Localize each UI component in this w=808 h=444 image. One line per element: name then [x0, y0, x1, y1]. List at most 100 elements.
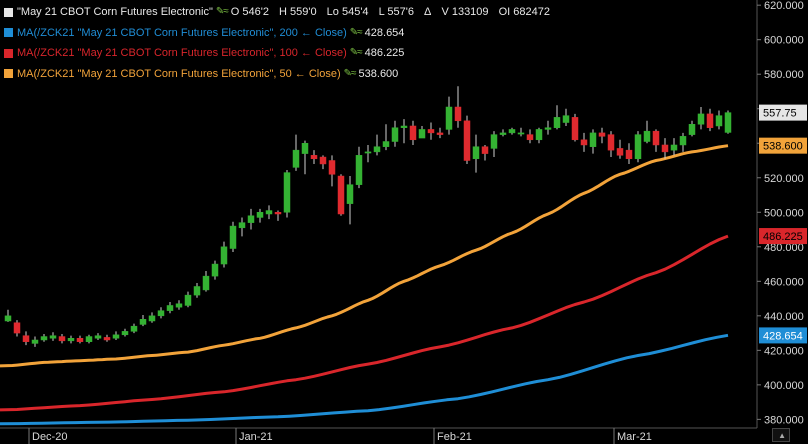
candle — [85, 334, 93, 344]
candle — [130, 323, 138, 334]
time-tick-label: Mar-21 — [617, 431, 652, 443]
candle-body — [670, 144, 678, 151]
candle-body — [85, 336, 93, 342]
candle-body — [427, 129, 435, 134]
legend-row-ma200[interactable]: MA(/ZCK21 "May 21 CBOT Corn Futures Elec… — [4, 23, 557, 44]
candle — [4, 309, 12, 322]
candle-body — [22, 335, 30, 342]
price-badge-background — [759, 104, 807, 121]
legend-volume: V 133109 — [441, 6, 489, 18]
legend-ma50-value: 538.600 — [358, 67, 399, 80]
price-badge: 486.225 — [759, 228, 807, 245]
time-axis[interactable]: Dec-20 Jan-21 Feb-21 Mar-21 — [28, 428, 652, 444]
candle-body — [508, 129, 516, 134]
candle — [634, 131, 642, 163]
candle-body — [400, 125, 408, 128]
candle-body — [301, 142, 309, 154]
candle — [589, 129, 597, 154]
triangle-up-icon[interactable]: ▲ — [778, 431, 786, 440]
candle — [40, 333, 48, 342]
candle — [625, 143, 633, 164]
candle — [715, 110, 723, 130]
candle-body — [184, 294, 192, 306]
ma-line-100 — [0, 234, 729, 412]
candle — [139, 314, 147, 327]
candle — [418, 125, 426, 139]
candle — [283, 169, 291, 218]
price-tick-label: 480.000 — [764, 242, 804, 254]
candle — [607, 131, 615, 158]
candle — [76, 335, 84, 344]
candle-body — [175, 303, 183, 308]
candle-body — [283, 172, 291, 213]
candle — [454, 86, 462, 128]
candle — [526, 129, 534, 144]
candle — [364, 144, 372, 163]
ma-line-50 — [0, 144, 729, 368]
candle — [58, 333, 66, 344]
candle-body — [661, 144, 669, 153]
candle-body — [256, 212, 264, 218]
candle — [274, 210, 282, 221]
pencil-icon[interactable]: ✎≈ — [349, 47, 363, 58]
candle — [391, 120, 399, 147]
candle — [31, 336, 39, 347]
candle — [49, 332, 57, 341]
candle-body — [148, 315, 156, 322]
candle — [346, 176, 354, 225]
pencil-icon[interactable]: ✎≈ — [215, 6, 229, 17]
candle-body — [373, 146, 381, 153]
candle — [400, 119, 408, 144]
candle — [202, 270, 210, 292]
candle-body — [76, 338, 84, 342]
chart-legend: "May 21 CBOT Corn Futures Electronic" ✎≈… — [4, 2, 557, 84]
legend-low: Lo 545'4 — [326, 6, 369, 18]
candle-body — [382, 141, 390, 147]
candlesticks — [4, 86, 732, 347]
candle-body — [625, 149, 633, 160]
candle — [562, 108, 570, 126]
legend-row-ma50[interactable]: MA(/ZCK21 "May 21 CBOT Corn Futures Elec… — [4, 64, 557, 85]
candle — [265, 205, 273, 220]
legend-swatch-ma100 — [4, 48, 13, 58]
pencil-icon[interactable]: ✎≈ — [349, 26, 363, 38]
candle — [472, 134, 480, 173]
candle — [13, 320, 21, 337]
price-axis-background — [757, 0, 808, 444]
price-tick-label: 620.000 — [764, 0, 804, 12]
candle — [211, 260, 219, 280]
candle — [463, 115, 471, 164]
candle — [679, 132, 687, 152]
candle-body — [355, 155, 363, 185]
candle-body — [517, 132, 525, 135]
price-tick-label: 460.000 — [764, 276, 804, 288]
legend-swatch-ma200 — [4, 28, 13, 38]
candle — [499, 129, 507, 137]
candle-body — [598, 132, 606, 137]
candle-body — [409, 125, 417, 141]
legend-row-ma100[interactable]: MA(/ZCK21 "May 21 CBOT Corn Futures Elec… — [4, 43, 557, 64]
time-tick-label: Jan-21 — [239, 431, 273, 443]
candle — [436, 127, 444, 139]
pencil-icon[interactable]: ✎≈ — [343, 67, 357, 79]
candle — [355, 146, 363, 189]
candle-body — [31, 339, 39, 344]
candle — [481, 144, 489, 161]
axis-corner-button[interactable] — [772, 428, 790, 442]
candle — [292, 134, 300, 171]
candle-body — [4, 315, 12, 322]
candle — [337, 174, 345, 216]
legend-ma50-label: MA(/ZCK21 "May 21 CBOT Corn Futures Elec… — [17, 67, 341, 80]
legend-row-price[interactable]: "May 21 CBOT Corn Futures Electronic" ✎≈… — [4, 2, 557, 23]
candle-body — [49, 335, 57, 339]
candle — [301, 140, 309, 175]
price-tick-label: 580.000 — [764, 69, 804, 81]
price-tick-label: 500.000 — [764, 207, 804, 219]
candle-body — [697, 113, 705, 125]
candle — [121, 328, 129, 337]
candle — [697, 107, 705, 130]
candle-body — [436, 132, 444, 135]
candle-body — [346, 184, 354, 204]
candle — [571, 113, 579, 142]
